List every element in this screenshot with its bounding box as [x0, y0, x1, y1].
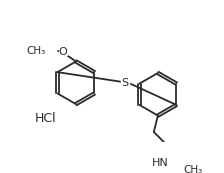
Text: S: S: [122, 78, 129, 88]
Bar: [121, 79, 129, 86]
Text: O: O: [58, 47, 67, 57]
Text: CH₃: CH₃: [26, 46, 46, 56]
Text: HN: HN: [152, 158, 169, 168]
Text: HCl: HCl: [35, 112, 57, 125]
Bar: [154, 159, 166, 167]
Bar: [59, 48, 67, 55]
Text: CH₃: CH₃: [183, 165, 202, 173]
